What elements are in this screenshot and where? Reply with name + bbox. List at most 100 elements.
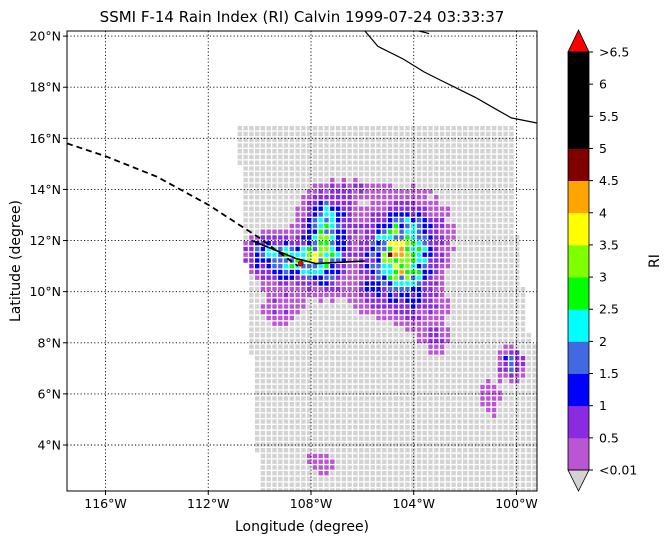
swath-pixel bbox=[491, 177, 497, 183]
swath-pixel bbox=[324, 166, 329, 171]
swath-pixel bbox=[301, 223, 306, 229]
swath-pixel bbox=[255, 419, 260, 424]
swath-pixel bbox=[497, 350, 503, 355]
swath-pixel bbox=[260, 373, 266, 378]
swath-pixel bbox=[515, 327, 520, 332]
swath-pixel bbox=[393, 402, 398, 407]
swath-pixel bbox=[370, 338, 375, 344]
swath-pixel bbox=[376, 149, 381, 154]
swath-pixel bbox=[307, 476, 312, 482]
swath-pixel bbox=[486, 482, 491, 487]
swath-pixel bbox=[526, 361, 531, 367]
swath-pixel bbox=[416, 154, 422, 160]
swath-pixel bbox=[342, 494, 346, 498]
swath-pixel bbox=[335, 413, 341, 418]
swath-pixel bbox=[422, 304, 427, 309]
swath-pixel bbox=[509, 402, 514, 407]
swath-pixel bbox=[249, 287, 254, 292]
swath-pixel bbox=[260, 402, 266, 407]
swath-pixel bbox=[255, 396, 260, 401]
swath-pixel bbox=[405, 154, 410, 160]
swath-pixel bbox=[491, 367, 497, 372]
swath-pixel bbox=[347, 465, 352, 470]
swath-pixel bbox=[468, 287, 474, 292]
swath-pixel bbox=[434, 160, 439, 165]
swath-pixel bbox=[324, 482, 329, 487]
swath-pixel bbox=[486, 229, 491, 234]
swath-pixel bbox=[382, 379, 387, 384]
swath-pixel bbox=[497, 338, 503, 344]
swath-pixel bbox=[416, 471, 422, 476]
swath-pixel bbox=[468, 189, 474, 194]
swath-pixel bbox=[335, 448, 341, 453]
swath-pixel bbox=[463, 183, 468, 188]
swath-pixel bbox=[486, 264, 491, 269]
swath-pixel bbox=[272, 367, 277, 372]
swath-pixel bbox=[480, 356, 485, 361]
swath-pixel bbox=[376, 287, 381, 292]
swath-pixel bbox=[330, 292, 335, 298]
swath-pixel bbox=[359, 442, 364, 447]
swath-pixel bbox=[289, 453, 294, 459]
swath-pixel bbox=[439, 396, 445, 401]
swath-pixel bbox=[520, 459, 526, 464]
colorbar-bin bbox=[568, 437, 589, 471]
swath-pixel bbox=[434, 327, 439, 332]
swath-pixel bbox=[416, 476, 422, 482]
swath-pixel bbox=[393, 344, 398, 349]
swath-pixel bbox=[364, 407, 370, 413]
swath-pixel bbox=[457, 430, 462, 436]
swath-pixel bbox=[307, 379, 312, 384]
swath-pixel bbox=[411, 183, 416, 188]
swath-pixel bbox=[353, 172, 358, 177]
swath-pixel bbox=[538, 345, 542, 349]
swath-pixel bbox=[289, 177, 294, 183]
swath-pixel bbox=[497, 482, 503, 487]
swath-pixel bbox=[318, 223, 323, 229]
swath-pixel bbox=[364, 298, 370, 303]
swath-pixel bbox=[260, 471, 266, 476]
swath-pixel bbox=[416, 344, 422, 349]
swath-pixel bbox=[445, 149, 451, 154]
swath-pixel bbox=[451, 218, 456, 223]
swath-pixel bbox=[416, 160, 422, 165]
swath-pixel bbox=[480, 131, 485, 137]
swath-pixel bbox=[318, 131, 323, 137]
swath-pixel bbox=[468, 131, 474, 137]
swath-pixel bbox=[503, 269, 508, 275]
swath-pixel bbox=[416, 327, 422, 332]
swath-pixel bbox=[347, 258, 352, 263]
swath-pixel bbox=[468, 310, 474, 315]
swath-pixel bbox=[387, 361, 393, 367]
swath-pixel bbox=[434, 195, 439, 200]
swath-pixel bbox=[307, 482, 312, 487]
swath-pixel bbox=[370, 137, 375, 142]
swath-pixel bbox=[382, 315, 387, 321]
swath-pixel bbox=[520, 453, 526, 459]
swath-pixel bbox=[272, 413, 277, 418]
swath-pixel bbox=[468, 229, 474, 234]
swath-pixel bbox=[457, 183, 462, 188]
swath-pixel bbox=[312, 321, 318, 326]
swath-pixel bbox=[411, 390, 416, 395]
swath-pixel bbox=[428, 298, 433, 303]
swath-pixel bbox=[266, 482, 271, 487]
swath-pixel bbox=[307, 425, 312, 430]
swath-pixel bbox=[387, 482, 393, 487]
swath-pixel bbox=[497, 126, 503, 131]
swath-pixel bbox=[405, 298, 410, 303]
swath-pixel bbox=[312, 298, 318, 303]
swath-pixel bbox=[491, 137, 497, 142]
swath-pixel bbox=[463, 310, 468, 315]
swath-pixel bbox=[463, 333, 468, 338]
swath-pixel bbox=[538, 368, 542, 372]
swath-pixel bbox=[439, 459, 445, 464]
swath-pixel bbox=[486, 402, 491, 407]
swath-pixel bbox=[370, 419, 375, 424]
swath-pixel bbox=[335, 137, 341, 142]
swath-pixel bbox=[480, 258, 485, 263]
swath-pixel bbox=[353, 321, 358, 326]
swath-pixel bbox=[301, 143, 306, 148]
swath-pixel bbox=[468, 390, 474, 395]
swath-pixel bbox=[370, 275, 375, 280]
